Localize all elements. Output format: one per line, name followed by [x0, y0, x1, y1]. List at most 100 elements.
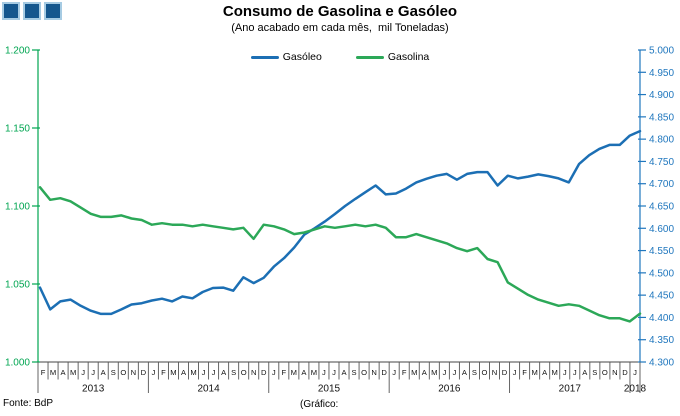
- svg-text:M: M: [311, 368, 317, 377]
- svg-text:J: J: [442, 368, 446, 377]
- svg-text:F: F: [522, 368, 527, 377]
- chart-title: Consumo de Gasolina e Gasóleo: [222, 3, 458, 20]
- svg-text:4.550: 4.550: [649, 246, 674, 257]
- svg-text:1.050: 1.050: [5, 280, 30, 291]
- svg-text:2018: 2018: [624, 384, 647, 395]
- svg-text:J: J: [212, 368, 216, 377]
- legend-item-gasolina: Gasolina: [355, 51, 430, 63]
- svg-text:1.200: 1.200: [5, 46, 30, 57]
- svg-text:4.950: 4.950: [649, 68, 674, 79]
- svg-text:J: J: [202, 368, 206, 377]
- svg-text:J: J: [633, 368, 637, 377]
- gasoleo-line-swatch: [250, 55, 279, 59]
- svg-text:M: M: [531, 368, 537, 377]
- svg-text:F: F: [281, 368, 286, 377]
- svg-text:M: M: [190, 368, 196, 377]
- three-squares-logo: [2, 2, 62, 20]
- credit-note: (Gráfico:: [300, 399, 339, 410]
- svg-text:F: F: [402, 368, 407, 377]
- svg-text:4.300: 4.300: [649, 358, 674, 369]
- svg-text:J: J: [573, 368, 577, 377]
- svg-text:2017: 2017: [559, 384, 582, 395]
- svg-text:S: S: [111, 368, 116, 377]
- svg-text:F: F: [41, 368, 46, 377]
- svg-text:A: A: [542, 368, 548, 377]
- svg-text:N: N: [131, 368, 136, 377]
- svg-text:M: M: [70, 368, 76, 377]
- svg-text:M: M: [431, 368, 437, 377]
- svg-text:M: M: [411, 368, 417, 377]
- logo-square-icon: [44, 2, 62, 20]
- svg-text:J: J: [332, 368, 336, 377]
- logo-square-icon: [2, 2, 20, 20]
- svg-text:O: O: [120, 368, 126, 377]
- svg-text:O: O: [482, 368, 488, 377]
- svg-text:N: N: [371, 368, 376, 377]
- chart-subtitle: (Ano acabado em cada mês, mil Toneladas): [231, 22, 449, 34]
- svg-text:4.450: 4.450: [649, 291, 674, 302]
- svg-text:N: N: [612, 368, 617, 377]
- svg-text:O: O: [241, 368, 247, 377]
- svg-text:1.100: 1.100: [5, 202, 30, 213]
- svg-text:J: J: [272, 368, 276, 377]
- logo-square-icon: [23, 2, 41, 20]
- svg-text:D: D: [381, 368, 387, 377]
- svg-text:J: J: [563, 368, 567, 377]
- svg-text:N: N: [492, 368, 497, 377]
- svg-text:5.000: 5.000: [649, 46, 674, 57]
- legend-label-gasolina: Gasolina: [387, 51, 430, 63]
- svg-text:A: A: [221, 368, 227, 377]
- svg-text:4.600: 4.600: [649, 224, 674, 235]
- svg-text:4.850: 4.850: [649, 112, 674, 123]
- svg-text:F: F: [161, 368, 166, 377]
- svg-text:J: J: [91, 368, 95, 377]
- svg-text:2015: 2015: [318, 384, 341, 395]
- svg-text:J: J: [81, 368, 85, 377]
- svg-text:O: O: [361, 368, 367, 377]
- svg-text:A: A: [101, 368, 107, 377]
- gasolina-line-swatch: [355, 55, 384, 59]
- svg-text:A: A: [301, 368, 307, 377]
- svg-text:4.750: 4.750: [649, 157, 674, 168]
- svg-text:1.000: 1.000: [5, 358, 30, 369]
- svg-text:1.150: 1.150: [5, 124, 30, 135]
- svg-text:A: A: [181, 368, 187, 377]
- svg-text:A: A: [422, 368, 428, 377]
- source-note: Fonte: BdP: [3, 398, 54, 409]
- svg-text:4.350: 4.350: [649, 335, 674, 346]
- svg-text:2013: 2013: [82, 384, 105, 395]
- svg-text:D: D: [502, 368, 508, 377]
- svg-text:4.500: 4.500: [649, 268, 674, 279]
- svg-text:S: S: [352, 368, 357, 377]
- svg-text:A: A: [61, 368, 67, 377]
- svg-text:M: M: [50, 368, 56, 377]
- legend-item-gasoleo: Gasóleo: [250, 51, 322, 63]
- svg-text:S: S: [472, 368, 477, 377]
- svg-text:2016: 2016: [438, 384, 461, 395]
- svg-text:D: D: [141, 368, 147, 377]
- chart-legend: Gasóleo Gasolina: [0, 51, 680, 63]
- svg-text:S: S: [592, 368, 597, 377]
- svg-text:J: J: [452, 368, 456, 377]
- svg-text:O: O: [602, 368, 608, 377]
- svg-text:J: J: [151, 368, 155, 377]
- svg-text:4.650: 4.650: [649, 202, 674, 213]
- svg-text:4.400: 4.400: [649, 313, 674, 324]
- svg-text:S: S: [231, 368, 236, 377]
- svg-text:A: A: [341, 368, 347, 377]
- svg-text:A: A: [462, 368, 468, 377]
- svg-text:D: D: [622, 368, 628, 377]
- svg-text:J: J: [322, 368, 326, 377]
- svg-text:D: D: [261, 368, 267, 377]
- legend-label-gasoleo: Gasóleo: [282, 51, 322, 63]
- svg-text:N: N: [251, 368, 256, 377]
- svg-text:M: M: [291, 368, 297, 377]
- svg-text:A: A: [582, 368, 588, 377]
- svg-text:J: J: [392, 368, 396, 377]
- svg-text:J: J: [513, 368, 517, 377]
- svg-text:M: M: [552, 368, 558, 377]
- svg-text:M: M: [170, 368, 176, 377]
- svg-text:2014: 2014: [197, 384, 220, 395]
